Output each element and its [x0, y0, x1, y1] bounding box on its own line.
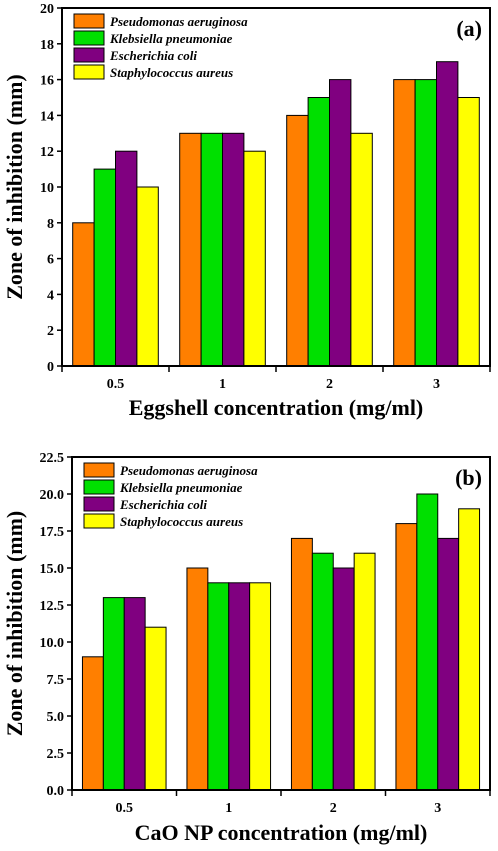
- bar-b-s1-c2: [311, 552, 334, 791]
- x-tick-label: 2: [326, 377, 333, 392]
- bar-a-s3-c1: [243, 150, 266, 367]
- bar-b-s3-c3: [458, 508, 481, 791]
- bar-a-s1-c2: [307, 97, 331, 367]
- bar-a-s0-c3: [393, 79, 416, 367]
- y-tick-label: 12.5: [40, 599, 65, 614]
- y-axis-title: Zone of inhibition (mm): [2, 74, 27, 300]
- legend-label: Staphylococcus aureus: [110, 65, 233, 80]
- y-tick-label: 10.0: [40, 636, 65, 651]
- bar-b-s1-c3: [416, 493, 439, 791]
- y-tick-label: 5.0: [47, 710, 65, 725]
- bar-b-s2-c0: [123, 597, 146, 791]
- bar-b-s3-c1: [249, 582, 272, 791]
- y-tick-label: 8: [47, 217, 54, 232]
- x-tick-label: 1: [219, 377, 226, 392]
- y-tick-label: 20.0: [40, 488, 65, 503]
- legend-label: Pseudomonas aeruginosa: [120, 463, 258, 478]
- legend-swatch: [83, 513, 115, 529]
- bar-a-s2-c1: [222, 132, 245, 367]
- panel-label: (a): [456, 16, 482, 41]
- bar-b-s1-c0: [102, 597, 125, 791]
- legend-label: Staphylococcus aureus: [120, 514, 243, 529]
- x-tick-label: 1: [225, 801, 232, 816]
- x-tick-label: 3: [434, 801, 441, 816]
- y-tick-label: 0.0: [47, 784, 65, 799]
- bar-b-s0-c2: [290, 537, 313, 791]
- bar-a-s0-c2: [286, 114, 309, 367]
- legend-swatch: [73, 13, 105, 29]
- bar-a-s1-c1: [200, 132, 224, 367]
- bar-a-s2-c0: [115, 150, 138, 367]
- x-tick-label: 3: [433, 377, 440, 392]
- bar-b-s2-c2: [332, 567, 355, 791]
- y-tick-label: 0: [47, 360, 54, 375]
- x-axis-title: CaO NP concentration (mg/ml): [135, 820, 428, 845]
- legend-label: Klebsiella pneumoniae: [109, 31, 233, 46]
- legend-swatch: [83, 496, 115, 512]
- y-tick-label: 6: [47, 253, 54, 268]
- legend-swatch: [83, 479, 115, 495]
- legend-swatch: [73, 47, 105, 63]
- bar-a-s3-c3: [457, 97, 480, 367]
- bar-b-s0-c1: [186, 567, 209, 791]
- bar-b-s0-c0: [81, 656, 104, 791]
- bar-b-s2-c1: [228, 582, 251, 791]
- y-tick-label: 10: [40, 181, 54, 196]
- bar-b-s3-c0: [144, 626, 167, 791]
- y-tick-label: 2: [47, 324, 54, 339]
- bar-a-s3-c0: [136, 186, 159, 367]
- panel-label: (b): [455, 465, 482, 490]
- bar-a-s0-c1: [179, 132, 202, 367]
- panel-b: 0.0 2.5 5.0 7.5 10.0 12.5 15.0 17.5 20.0 22.5 0.5 1…: [2, 451, 491, 845]
- y-tick-label: 7.5: [47, 673, 65, 688]
- legend-label: Klebsiella pneumoniae: [119, 480, 243, 495]
- y-tick-label: 2.5: [47, 747, 65, 762]
- legend-label: Escherichia coli: [119, 497, 207, 512]
- bar-a-s2-c3: [436, 61, 459, 367]
- y-tick-label: 14: [40, 109, 54, 124]
- legend-label: Pseudomonas aeruginosa: [110, 14, 248, 29]
- bar-b-s1-c1: [207, 582, 230, 791]
- legend-label: Escherichia coli: [109, 48, 197, 63]
- legend-swatch: [73, 30, 105, 46]
- bar-a-s1-c3: [414, 79, 438, 367]
- legend-swatch: [73, 64, 105, 80]
- y-axis-title: Zone of inhibition (mm): [2, 511, 27, 737]
- x-axis-title: Eggshell concentration (mg/ml): [129, 395, 424, 420]
- y-tick-label: 20: [40, 2, 54, 17]
- y-tick-label: 12: [40, 145, 54, 160]
- x-tick-label: 2: [330, 801, 337, 816]
- bar-b-s3-c2: [353, 552, 376, 791]
- bar-b-s0-c3: [395, 523, 418, 791]
- bar-a-s0-c0: [72, 222, 95, 367]
- x-tick-label: 0.5: [116, 801, 134, 816]
- legend-swatch: [83, 462, 115, 478]
- y-tick-label: 16: [40, 74, 54, 89]
- bar-a-s3-c2: [350, 132, 373, 367]
- bar-a-s1-c0: [93, 168, 116, 367]
- y-tick-label: 15.0: [40, 562, 65, 577]
- bar-b-s2-c3: [437, 537, 460, 791]
- y-tick-label: 4: [47, 288, 54, 303]
- y-tick-label: 17.5: [40, 525, 65, 540]
- x-tick-label: 0.5: [107, 377, 125, 392]
- bar-a-s2-c2: [329, 79, 352, 367]
- y-tick-label: 18: [40, 38, 54, 53]
- y-tick-label: 22.5: [40, 451, 65, 466]
